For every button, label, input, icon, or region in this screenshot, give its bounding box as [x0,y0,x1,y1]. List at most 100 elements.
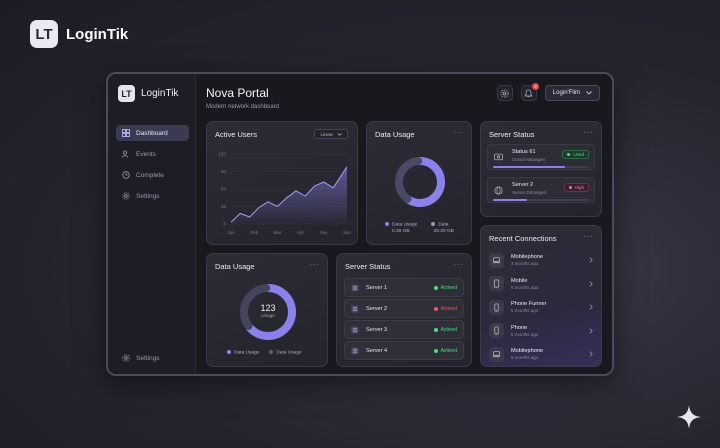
sidebar-bottom-settings[interactable]: Settings [122,354,160,362]
server-row[interactable]: Server 1 Actived [344,278,464,297]
series-line [230,166,348,223]
server-icon [351,326,359,333]
badge-label: Used [573,152,584,157]
phone-icon [494,303,499,311]
donut-slice [240,284,296,340]
connection-item[interactable]: Mobilephone 3 months ago [489,250,593,270]
legend-swatch [227,350,231,354]
legend-item: Data [431,222,448,227]
globe-icon [494,186,503,195]
phone-icon [494,326,499,335]
connection-time: 5 months ago [511,284,539,290]
y-tick-label: 0 [223,222,226,227]
settings-button[interactable] [496,85,513,101]
connection-time: 5 months ago [511,308,539,313]
y-tick-label: 120 [218,152,226,157]
progress-track [493,166,589,168]
connection-name: Mobilephone [511,254,544,260]
legend-label: Data Usage [276,350,302,356]
user-menu-button[interactable]: Login'Flim [544,85,600,101]
connection-name: Phone Funner [511,301,547,307]
status-dot [433,327,438,332]
server-name: Server 4 [366,347,388,354]
app-window: LT LoginTik Dashboard Events Complete Se… [106,72,614,376]
more-options-icon[interactable]: ··· [453,128,463,137]
sidebar-item-label: Settings [136,192,160,200]
tablet-icon [493,279,500,288]
connection-time: 3 months ago [511,261,539,266]
clock-icon [122,171,130,179]
data-usage-legend: Data Usage Data 0.30 GB 28.30 GB [385,222,454,234]
connection-item[interactable]: Mobilephone 5 months ago [489,344,593,364]
more-options-icon[interactable]: ··· [309,260,319,269]
server-status-row[interactable]: Status 61 Ouniol Managen Used [487,144,595,170]
chevron-down-icon [337,132,342,136]
more-options-icon[interactable]: ··· [583,128,593,137]
server-name: Status 61 [512,149,536,155]
server-row[interactable]: Server 2 Actived [344,299,464,318]
server-name: Server 3 [366,326,388,333]
range-select-value: Linear [320,131,333,137]
connection-time: 5 months ago [511,355,539,360]
connection-time: 5 months ago [511,331,539,337]
data-usage-donut [395,157,445,207]
chevron-right-icon [589,280,593,287]
connection-item[interactable]: Mobile 5 months ago [489,274,593,294]
chevron-right-icon [589,327,593,334]
server-detail: Ouniol Managen [512,157,546,162]
more-options-icon[interactable]: ··· [583,232,593,241]
sidebar-item-dashboard[interactable]: Dashboard [116,125,189,141]
chevron-right-icon [589,351,593,357]
sidebar-item-label: Complete [136,171,164,179]
page-header: Nova Portal Modern network dashboard [206,86,279,110]
gear-icon [500,88,509,98]
chevron-right-icon [589,257,593,263]
server-name: Server 2 [366,305,388,312]
sidebar-item-settings[interactable]: Settings [116,188,189,204]
more-options-icon[interactable]: ··· [453,260,463,269]
server-icon [351,347,359,354]
server-status-row[interactable]: Server 2 Server Dritanged High [487,177,595,203]
legend-swatch [431,222,436,226]
data-usage-legend: Data Usage Data Usage [227,350,302,355]
legend-item: Data Usage [227,350,259,355]
server-icon [351,305,359,312]
x-tick-label: Apr [297,230,305,235]
laptop-icon [492,256,501,263]
active-users-chart: 0 30 60 90 120 Jan Feb Mar Apr Sey Sun [218,152,351,236]
y-tick-label: 90 [221,169,227,174]
data-usage-card-bottom: Data Usage ··· 123 Usage Data Usage Data… [206,253,328,367]
connection-text: Phone 5 months ago [511,325,589,337]
status-dot [433,348,438,353]
range-select[interactable]: Linear [314,129,348,139]
sidebar-item-complete[interactable]: Complete [116,167,189,183]
users-icon [122,150,128,158]
sidebar-item-events[interactable]: Events [116,146,189,162]
server-row[interactable]: Server 4 Actived [344,341,464,360]
y-tick-label: 60 [221,187,227,192]
gear-icon [122,192,130,200]
legend-item: Data Usage [385,222,417,227]
server-row[interactable]: Server 3 Actived [344,320,464,339]
connection-name: Mobile [511,277,528,284]
legend-label: Data Usage [392,222,418,228]
legend-value: 0.30 GB [392,229,410,235]
connection-name: Mobilephone [511,348,544,354]
device-icon-box [489,323,504,338]
legend-value: 28.30 GB [433,229,454,235]
connection-text: Mobilephone 3 months ago [511,254,589,266]
connection-text: Mobile 5 months ago [511,278,589,290]
x-tick-label: Feb [250,230,258,235]
x-tick-label: Sey [320,230,329,235]
legend-label: Data Usage [234,350,260,356]
sidebar-brand[interactable]: LT LoginTik [108,74,195,102]
connection-item[interactable]: Phone Funner 5 months ago [489,297,593,317]
connection-text: Phone Funner 5 months ago [511,301,589,313]
brand-name: LoginTik [66,25,129,43]
connection-item[interactable]: Phone 5 months ago [489,321,593,341]
sparkle-icon [677,405,701,429]
data-usage-donut [240,284,296,340]
sidebar-logo: LT [118,85,135,102]
notifications-button[interactable]: 3 [520,83,539,101]
page-subtitle: Modern network dashboard [206,104,280,110]
